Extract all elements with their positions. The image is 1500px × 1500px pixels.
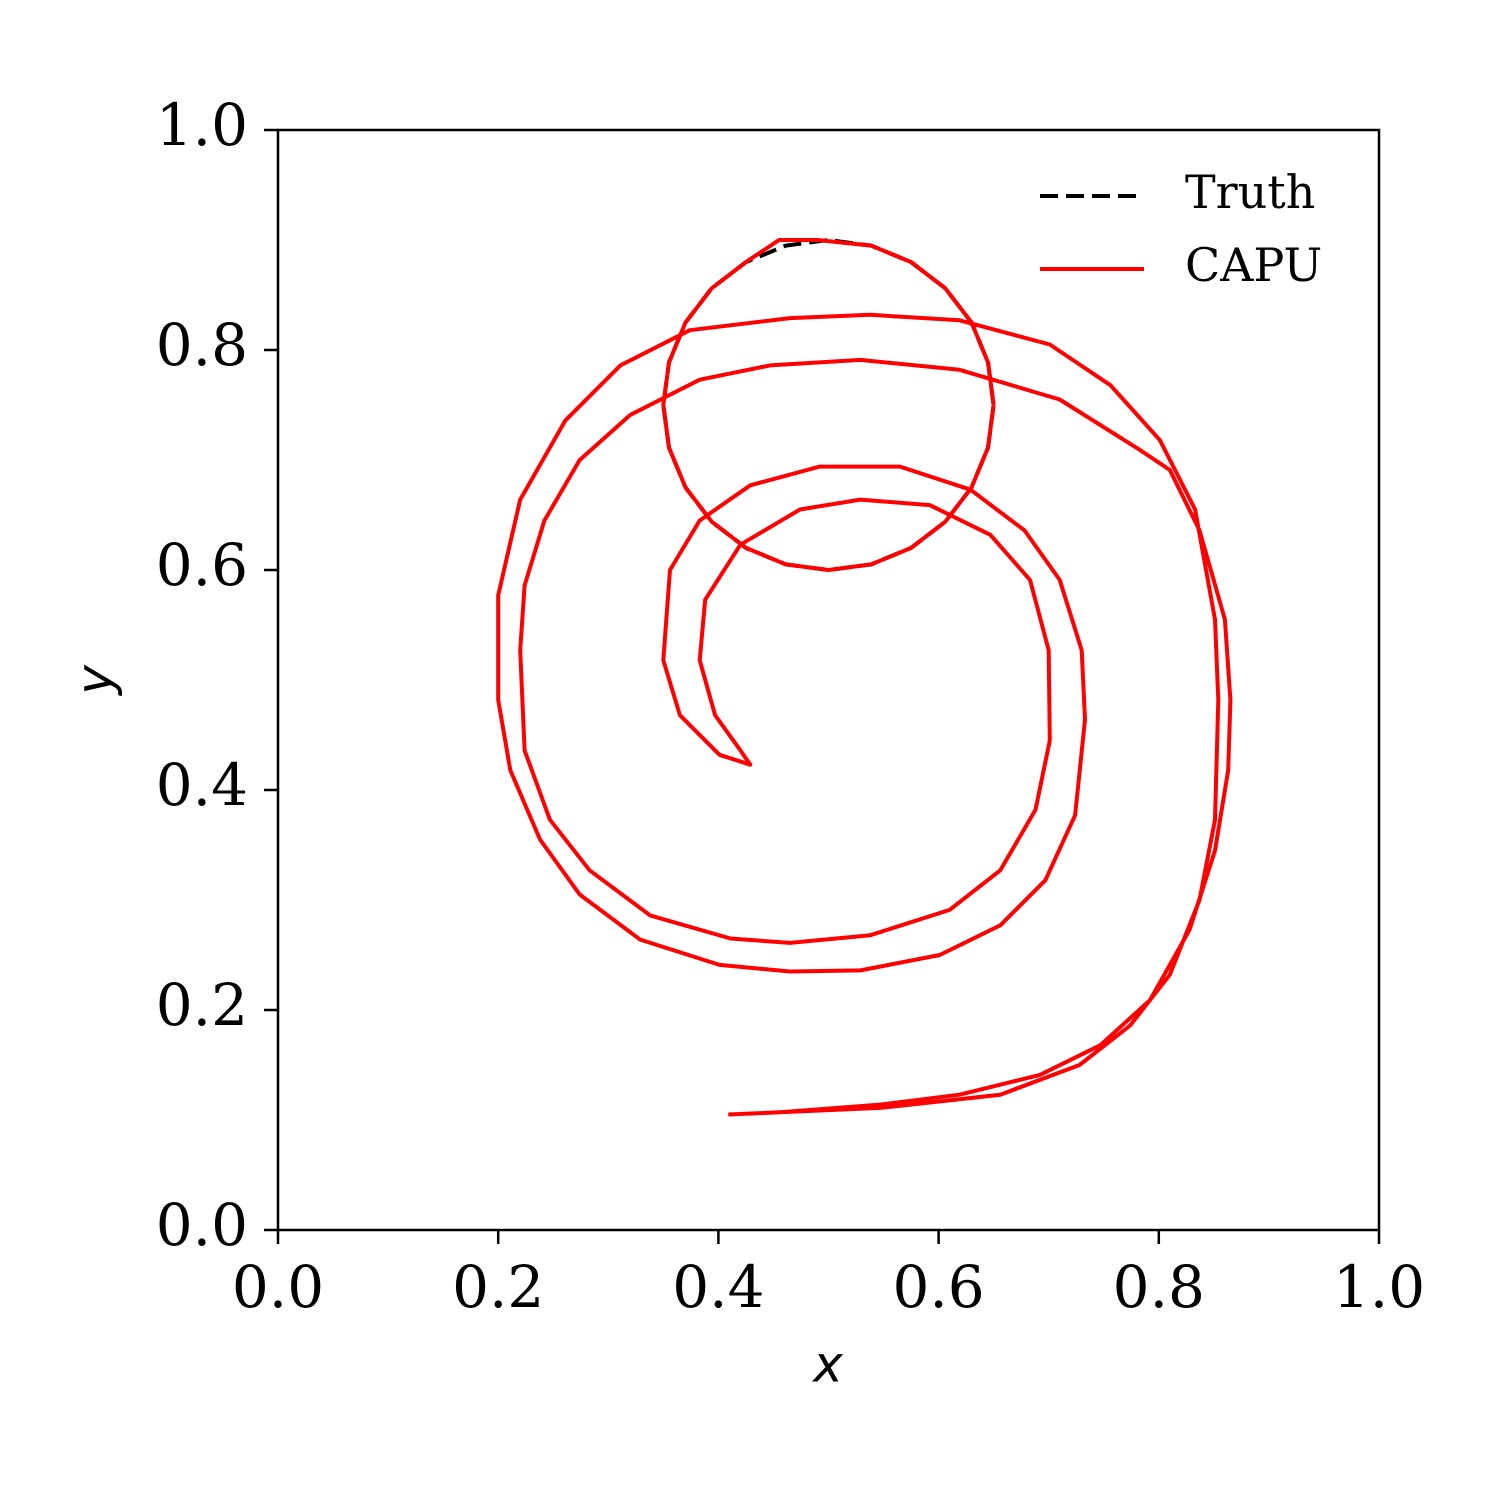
x-tick-label: 0.2 <box>452 1253 544 1321</box>
y-tick-label: 0.6 <box>156 531 248 599</box>
x-tick-label: 0.4 <box>672 1253 764 1321</box>
x-tick-label: 0.0 <box>232 1253 324 1321</box>
y-tick-label: 0.8 <box>156 311 248 379</box>
legend-label: Truth <box>1185 165 1315 219</box>
y-tick-label: 0.0 <box>156 1191 248 1259</box>
y-tick-label: 0.2 <box>156 971 248 1039</box>
y-axis-label: y <box>66 664 124 697</box>
y-tick-label: 0.4 <box>156 751 248 819</box>
series-line <box>496 238 1233 1117</box>
x-tick-label: 1.0 <box>1333 1253 1425 1321</box>
plot-frame <box>276 128 1381 1232</box>
x-tick-label: 0.6 <box>892 1253 984 1321</box>
x-axis-label: x <box>811 1336 843 1394</box>
x-tick-label: 0.8 <box>1113 1253 1205 1321</box>
legend-label: CAPU <box>1185 238 1322 292</box>
y-tick-label: 1.0 <box>156 91 248 159</box>
